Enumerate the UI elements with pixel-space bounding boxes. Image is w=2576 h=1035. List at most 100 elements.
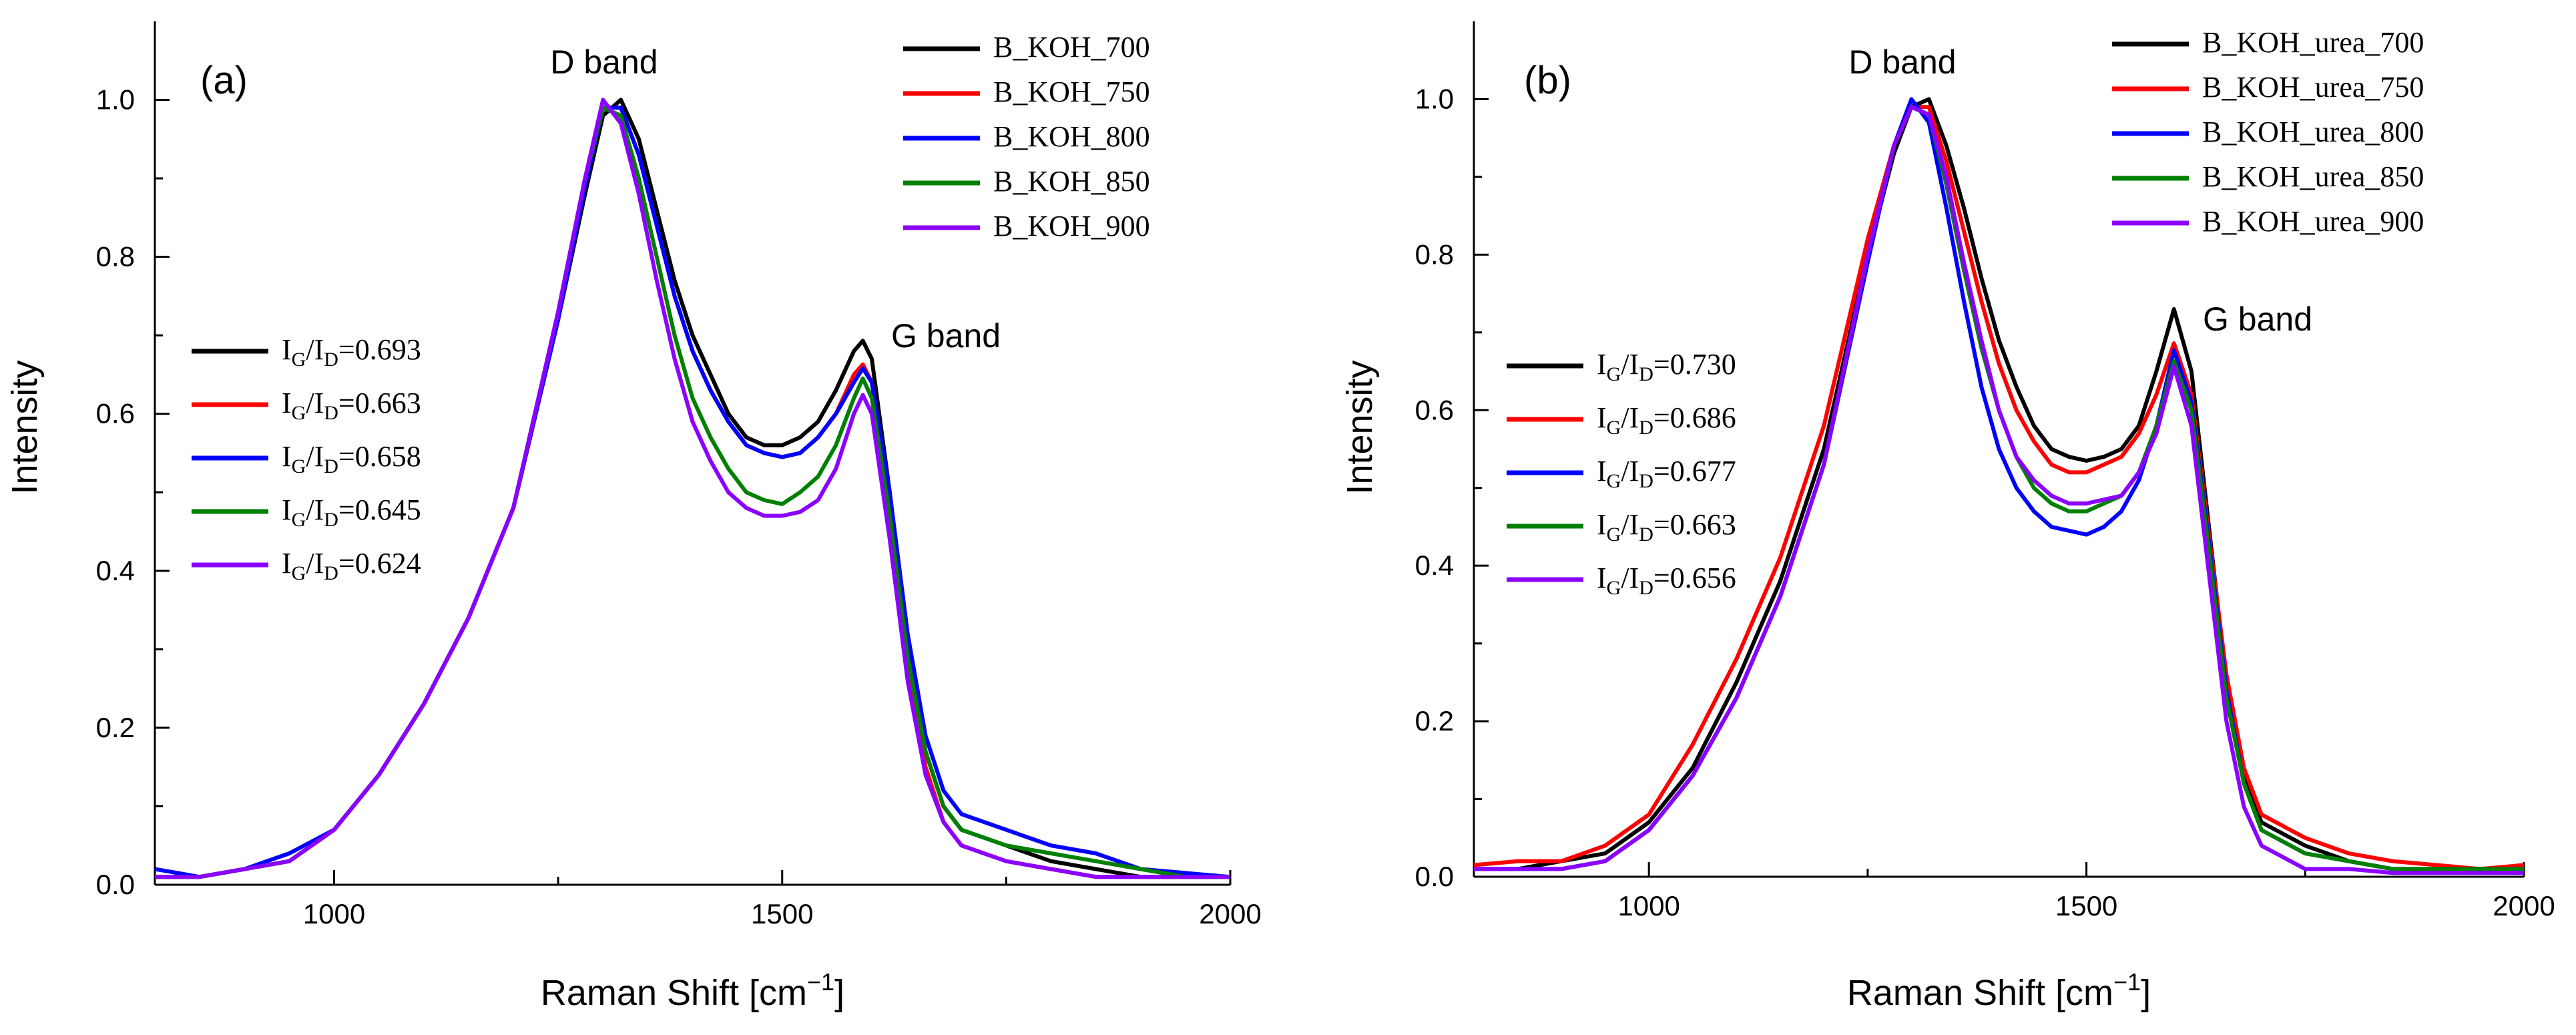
d-band-annotation: D band (1848, 43, 1956, 81)
series-legend-label: B_KOH_850 (993, 165, 1150, 198)
ratio-slash: / (306, 333, 314, 366)
ratio-symbol-sub-g: G (1607, 417, 1621, 439)
ratio-symbol-sub-g: G (1607, 470, 1621, 492)
ratio-symbol-i: I (1629, 455, 1639, 487)
series-legend-label: B_KOH_urea_800 (2202, 116, 2424, 148)
x-axis-label-end: ] (2141, 973, 2151, 1013)
ratio-legend-label: IG/ID=0.645 (282, 493, 421, 531)
ratio-symbol-i: I (1597, 508, 1607, 541)
ratio-symbol-sub-g: G (292, 402, 306, 424)
ratio-value: =0.663 (338, 387, 421, 419)
series-legend-label: B_KOH_urea_900 (2202, 205, 2424, 238)
ratio-symbol-sub-d: D (324, 509, 338, 531)
ratio-value: =0.677 (1653, 455, 1736, 487)
series-legend-label: B_KOH_750 (993, 75, 1150, 108)
ratio-symbol-i: I (1597, 562, 1607, 594)
ratio-value: =0.693 (338, 333, 421, 366)
ratio-symbol-i: I (1629, 401, 1639, 434)
y-tick-label: 0.4 (96, 555, 135, 586)
y-axis-label: Intensity (1340, 360, 1380, 494)
y-tick-label: 0.0 (96, 869, 135, 900)
ratio-symbol-sub-g: G (292, 455, 306, 477)
ratio-symbol-sub-d: D (1639, 524, 1653, 546)
ratio-legend-label: IG/ID=0.658 (282, 440, 421, 477)
y-axis-label: Intensity (5, 360, 45, 494)
ratio-symbol-i: I (282, 387, 292, 419)
ratio-symbol-sub-d: D (324, 349, 338, 371)
ratio-value: =0.656 (1653, 562, 1736, 594)
ratio-symbol-sub-g: G (1607, 577, 1621, 599)
ratio-value: =0.624 (338, 547, 421, 580)
ratio-symbol-sub-d: D (1639, 470, 1653, 492)
ratio-symbol-i: I (314, 547, 324, 580)
y-tick-label: 0.4 (1415, 550, 1454, 581)
ratio-symbol-sub-d: D (1639, 577, 1653, 599)
ratio-legend-label: IG/ID=0.656 (1597, 562, 1736, 599)
d-band-annotation: D band (550, 43, 658, 81)
ratio-slash: / (1621, 401, 1629, 434)
series-legend-label: B_KOH_urea_850 (2202, 160, 2424, 193)
series-legend-label: B_KOH_urea_700 (2202, 26, 2424, 59)
series-legend-label: B_KOH_700 (993, 31, 1150, 63)
x-axis-label: Raman Shift [cm−1] (1847, 968, 2151, 1013)
ratio-legend-label: IG/ID=0.677 (1597, 455, 1736, 492)
x-tick-label: 2000 (2493, 890, 2555, 921)
series-line-B_KOH_urea_700 (1474, 97, 2524, 871)
y-tick-label: 1.0 (1415, 83, 1454, 114)
ratio-symbol-i: I (282, 333, 292, 366)
ratio-value: =0.730 (1653, 348, 1736, 381)
y-tick-label: 0.0 (1415, 861, 1454, 892)
ratio-symbol-sub-g: G (292, 349, 306, 371)
ratio-symbol-sub-g: G (292, 562, 306, 584)
ratio-symbol-i: I (314, 333, 324, 366)
ratio-symbol-i: I (314, 387, 324, 419)
ratio-symbol-i: I (282, 493, 292, 526)
y-tick-label: 0.6 (1415, 394, 1454, 425)
panel-label: (b) (1524, 59, 1571, 102)
x-tick-label: 1500 (751, 898, 813, 929)
ratio-symbol-sub-d: D (1639, 417, 1653, 439)
ratio-symbol-sub-g: G (292, 509, 306, 531)
ratio-legend-label: IG/ID=0.663 (282, 387, 421, 424)
ratio-symbol-sub-d: D (1639, 363, 1653, 385)
ratio-symbol-i: I (1597, 401, 1607, 434)
x-axis-label-sup: −1 (807, 968, 834, 996)
y-tick-label: 0.2 (96, 712, 135, 743)
ratio-symbol-sub-g: G (1607, 524, 1621, 546)
ratio-symbol-i: I (282, 440, 292, 473)
ratio-symbol-i: I (1597, 455, 1607, 487)
ratio-slash: / (1621, 562, 1629, 594)
series-legend-label: B_KOH_urea_750 (2202, 71, 2424, 104)
x-tick-label: 1500 (2055, 890, 2117, 921)
ratio-slash: / (1621, 508, 1629, 541)
y-tick-label: 0.8 (96, 241, 135, 272)
series-legend-label: B_KOH_800 (993, 120, 1150, 153)
ratio-symbol-i: I (1629, 562, 1639, 594)
x-axis-label-sup: −1 (2113, 968, 2141, 996)
ratio-symbol-i: I (1629, 348, 1639, 381)
series-legend-label: B_KOH_900 (993, 210, 1150, 242)
x-tick-label: 1000 (303, 898, 365, 929)
ratio-legend-label: IG/ID=0.663 (1597, 508, 1736, 546)
x-axis-label-end: ] (834, 973, 844, 1013)
y-tick-label: 1.0 (96, 84, 135, 116)
y-tick-label: 0.8 (1415, 238, 1454, 270)
ratio-slash: / (306, 387, 314, 419)
ratio-slash: / (306, 547, 314, 580)
y-tick-label: 0.6 (96, 398, 135, 429)
ratio-slash: / (306, 440, 314, 473)
ratio-value: =0.663 (1653, 508, 1736, 541)
ratio-symbol-i: I (314, 493, 324, 526)
ratio-symbol-i: I (1597, 348, 1607, 381)
ratio-symbol-sub-d: D (324, 402, 338, 424)
g-band-annotation: G band (891, 317, 1001, 355)
x-tick-label: 2000 (1199, 898, 1261, 929)
x-axis-label: Raman Shift [cm−1] (541, 968, 844, 1013)
ratio-symbol-sub-d: D (324, 455, 338, 477)
ratio-legend-label: IG/ID=0.730 (1597, 348, 1736, 385)
ratio-legend-label: IG/ID=0.624 (282, 547, 421, 584)
x-tick-label: 1000 (1617, 890, 1680, 921)
series-line-B_KOH_900 (155, 97, 1230, 879)
x-axis-label-main: Raman Shift [cm (541, 973, 807, 1013)
